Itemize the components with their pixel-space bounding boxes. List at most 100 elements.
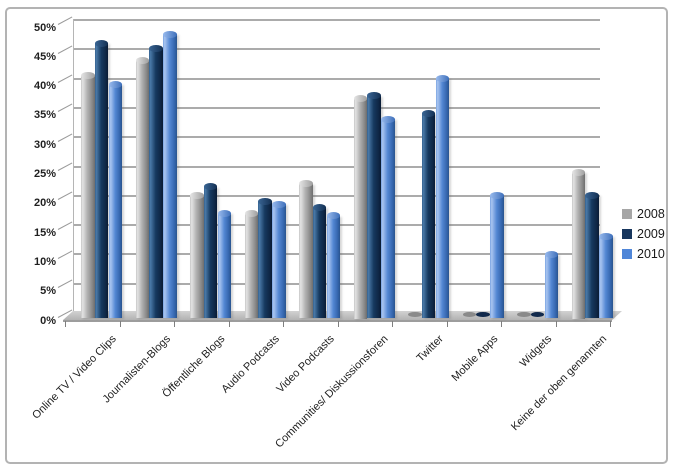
x-axis-tick — [555, 321, 557, 327]
bar-cap-2009 — [149, 45, 163, 53]
bar-2010 — [217, 213, 232, 319]
y-axis-tick-label: 30% — [33, 138, 56, 151]
bar-2009 — [367, 95, 381, 319]
y-axis-tick — [57, 279, 73, 289]
bar-zero-2008 — [408, 312, 422, 317]
bar-cap-2010 — [381, 115, 395, 123]
x-axis-tick — [283, 321, 284, 327]
bar-cap-2010 — [163, 30, 177, 38]
x-axis-category-label: Keine der oben genannten — [508, 333, 609, 434]
y-axis-tick-label: 20% — [33, 197, 56, 210]
bar-zero-2008 — [462, 312, 476, 317]
gridline — [73, 106, 600, 109]
x-axis-category-label: Twitter — [414, 333, 446, 365]
bar-2008 — [190, 195, 204, 319]
legend-swatch-2010 — [622, 249, 632, 259]
legend: 2008 2009 2010 — [622, 206, 676, 268]
bar-cap-2008 — [135, 57, 149, 65]
y-axis-tick-label: 15% — [33, 226, 56, 239]
y-axis-tick — [57, 103, 73, 113]
bar-cap-2009 — [367, 92, 381, 100]
x-axis-tick — [392, 321, 393, 327]
bar-2010 — [163, 34, 177, 319]
bar-2008 — [81, 75, 95, 319]
bar-2009 — [585, 195, 599, 319]
bar-2010 — [490, 195, 504, 319]
bar-2009 — [203, 186, 218, 319]
y-axis-tick-label: 25% — [33, 168, 56, 180]
legend-label: 2009 — [637, 227, 665, 241]
legend-label: 2008 — [637, 207, 665, 221]
legend-item-2008: 2008 — [622, 206, 676, 222]
x-axis-tick — [501, 321, 502, 327]
bar-cap-2009 — [421, 109, 436, 117]
y-axis-tick — [57, 250, 73, 259]
bar-cap-2008 — [244, 209, 258, 217]
x-axis-category-label: Mobile Apps — [449, 333, 500, 384]
gridline — [73, 165, 600, 168]
bar-2010 — [435, 78, 450, 319]
bar-cap-2009 — [258, 197, 272, 205]
y-axis-tick-label: 0% — [40, 314, 56, 327]
plot-floor — [63, 311, 622, 320]
bar-2010 — [381, 119, 395, 319]
y-axis-tick — [57, 74, 73, 84]
legend-swatch-2009 — [622, 229, 632, 239]
legend-label: 2010 — [637, 247, 665, 261]
y-axis-tick — [57, 45, 73, 54]
bar-cap-2010 — [599, 232, 613, 240]
bar-2009 — [421, 113, 436, 319]
bar-cap-2009 — [585, 191, 599, 199]
bar-2010 — [272, 204, 286, 319]
bar-cap-2008 — [190, 191, 204, 199]
bar-2009 — [312, 207, 327, 319]
x-axis-tick — [610, 321, 611, 327]
y-axis-tick-label: 5% — [40, 285, 56, 298]
gridline — [73, 77, 600, 80]
y-axis-tick — [57, 162, 73, 171]
bar-cap-2010 — [490, 191, 504, 199]
gridline — [73, 194, 600, 197]
bar-cap-2010 — [108, 80, 123, 88]
y-axis-tick-label: 35% — [33, 109, 56, 122]
bar-cap-2008 — [571, 168, 585, 176]
bar-2010 — [108, 84, 123, 319]
bar-cap-2010 — [544, 250, 559, 258]
bar-cap-2009 — [94, 39, 109, 47]
y-axis-tick-label: 45% — [33, 50, 56, 63]
bar-cap-2009 — [203, 183, 218, 191]
bar-2008 — [299, 183, 313, 319]
x-axis-category-label: Widgets — [517, 333, 555, 370]
x-axis-tick — [446, 321, 448, 327]
bar-cap-2009 — [312, 203, 327, 211]
y-axis-tick — [57, 16, 73, 25]
y-axis-tick — [57, 191, 73, 201]
bar-zero-2008 — [517, 312, 531, 317]
bar-2008 — [244, 213, 258, 319]
bar-cap-2008 — [353, 95, 367, 103]
x-axis-tick — [65, 321, 66, 327]
plot-wall-edge — [73, 19, 74, 312]
bar-cap-2010 — [435, 74, 450, 82]
bar-2008 — [353, 98, 367, 319]
gridline — [73, 19, 600, 21]
y-axis-tick — [57, 133, 73, 142]
legend-item-2010: 2010 — [622, 246, 676, 262]
bar-2008 — [135, 60, 149, 319]
y-axis-tick-label: 40% — [33, 80, 56, 93]
bar-cap-2010 — [272, 200, 286, 208]
legend-swatch-2008 — [622, 209, 632, 219]
x-axis-tick — [174, 321, 175, 327]
bar-2010 — [544, 254, 559, 319]
x-axis-category-label: Audio Podcasts — [219, 333, 282, 396]
y-axis-tick-label: 10% — [33, 255, 56, 268]
y-axis-tick-label: 50% — [33, 21, 56, 34]
bar-zero-2009 — [530, 312, 545, 317]
legend-item-2009: 2009 — [622, 226, 676, 242]
bar-2009 — [258, 201, 272, 319]
x-axis-category-label: Communities/ Diskussionsforen — [273, 333, 391, 451]
bar-cap-2008 — [299, 180, 313, 188]
x-axis-tick — [337, 321, 339, 327]
bar-2010 — [326, 215, 341, 319]
